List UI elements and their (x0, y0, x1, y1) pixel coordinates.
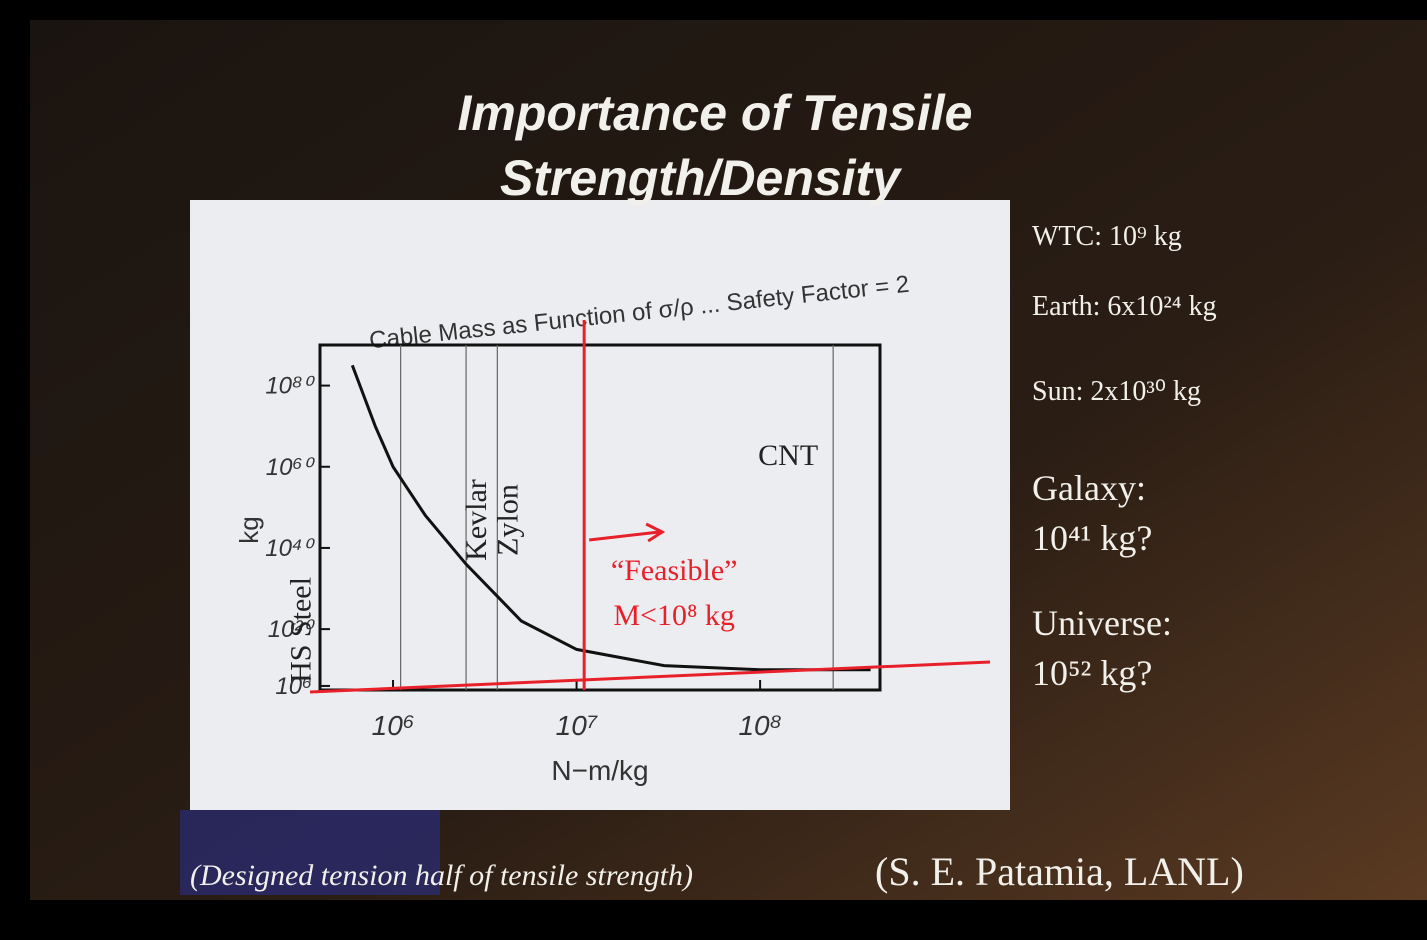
x-tick-label: 10⁶ (372, 710, 415, 741)
note: Universe: (1032, 603, 1172, 643)
material-label: HS Steel (285, 577, 318, 683)
y-tick-label: 10⁴⁰ (265, 535, 315, 562)
note: Earth: 6x10²⁴ kg (1032, 291, 1217, 322)
footnote: (Designed tension half of tensile streng… (190, 859, 693, 892)
y-axis-label: kg (234, 516, 264, 543)
material-label: Kevlar (460, 479, 493, 561)
credit: (S. E. Patamia, LANL) (875, 849, 1244, 894)
note: 10⁴¹ kg? (1032, 518, 1152, 558)
title-line: Strength/Density (500, 150, 902, 206)
x-axis-label: N−m/kg (551, 755, 648, 786)
feasible-label: M<10⁸ kg (613, 599, 735, 632)
y-tick-label: 10⁸⁰ (265, 373, 315, 400)
note: 10⁵² kg? (1032, 653, 1152, 693)
note: Sun: 2x10³⁰ kg (1032, 376, 1201, 407)
note: WTC: 10⁹ kg (1032, 221, 1182, 252)
feasible-label: “Feasible” (611, 554, 738, 587)
title-line: Importance of Tensile (458, 85, 973, 141)
x-tick-label: 10⁸ (738, 710, 781, 741)
material-label: CNT (758, 439, 818, 472)
x-tick-label: 10⁷ (556, 710, 598, 741)
y-tick-label: 10⁶⁰ (266, 454, 316, 481)
note: Galaxy: (1032, 468, 1146, 508)
screen: Importance of Tensile Strength/Density W… (0, 0, 1427, 940)
material-label: Zylon (491, 484, 524, 556)
